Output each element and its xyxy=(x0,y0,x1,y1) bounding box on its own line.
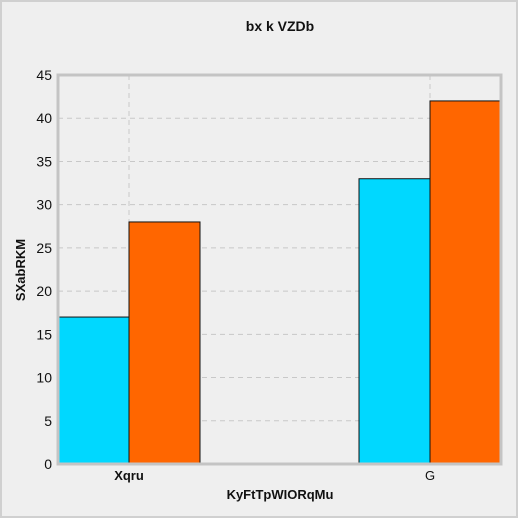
bars xyxy=(57,100,502,465)
y-tick-label: 5 xyxy=(44,413,52,429)
chart-title: bx k VZDb xyxy=(246,18,314,34)
y-tick-label: 40 xyxy=(36,110,52,126)
bar-Xqru-series-2 xyxy=(128,221,201,465)
bar-G-series-1 xyxy=(358,178,431,465)
x-axis-label: KyFtTpWIORqMu xyxy=(227,487,334,502)
x-axis-ticks: Xqru G xyxy=(114,468,435,483)
y-axis-label: SXabRKM xyxy=(13,239,28,301)
plot-border xyxy=(56,73,503,466)
x-tick-label: G xyxy=(425,468,435,483)
y-axis-ticks: 0 5 10 15 20 25 30 35 40 45 xyxy=(36,67,52,472)
y-tick-label: 15 xyxy=(36,326,52,342)
y-tick-label: 30 xyxy=(36,197,52,213)
y-tick-label: 10 xyxy=(36,370,52,386)
bar-Xqru-series-1 xyxy=(57,316,130,465)
bar-G-series-2 xyxy=(429,100,502,465)
x-tick-label: Xqru xyxy=(114,468,144,483)
y-tick-label: 45 xyxy=(36,67,52,83)
y-tick-label: 25 xyxy=(36,240,52,256)
y-tick-label: 0 xyxy=(44,456,52,472)
y-tick-label: 20 xyxy=(36,283,52,299)
y-tick-label: 35 xyxy=(36,153,52,169)
